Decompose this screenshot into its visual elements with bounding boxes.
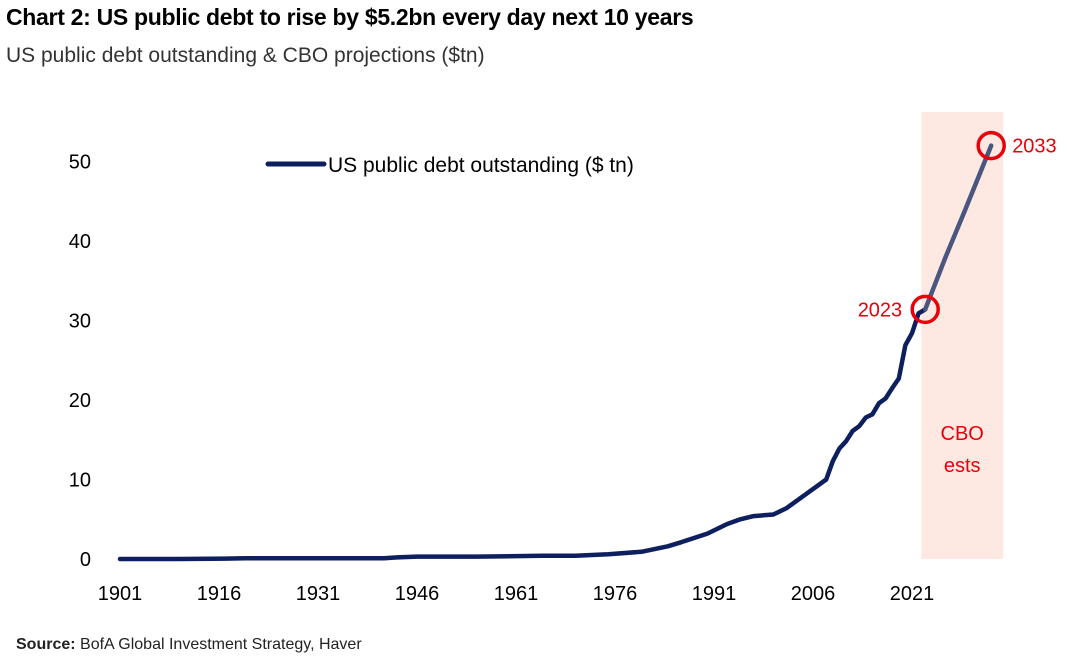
y-tick-label: 0 — [80, 549, 91, 571]
annotation-circle-2023 — [910, 294, 940, 325]
x-tick-label: 1901 — [98, 583, 143, 605]
y-tick-label: 40 — [69, 231, 91, 253]
chart-subtitle: US public debt outstanding & CBO project… — [6, 44, 485, 67]
source-text: BofA Global Investment Strategy, Haver — [80, 636, 362, 653]
cbo-projection-line — [922, 143, 994, 312]
cbo-region-label: CBO — [941, 423, 984, 445]
y-tick-label: 30 — [69, 311, 91, 333]
x-tick-label: 1916 — [197, 583, 242, 605]
source-note: Source: BofA Global Investment Strategy,… — [16, 636, 362, 654]
x-tick-label: 2006 — [791, 583, 836, 605]
y-tick-label: 50 — [69, 152, 91, 174]
cbo-region-label: ests — [944, 455, 981, 477]
y-tick-label: 10 — [69, 470, 91, 492]
x-tick-label: 1961 — [494, 583, 539, 605]
annotation-label-2033: 2033 — [1012, 136, 1056, 158]
x-tick-label: 1946 — [395, 583, 440, 605]
x-tick-label: 1991 — [692, 583, 737, 605]
x-tick-label: 1976 — [593, 583, 638, 605]
x-tick-label: 1931 — [296, 583, 341, 605]
annotation-circle-2033 — [976, 130, 1006, 161]
cbo-shaded-region — [921, 112, 1004, 559]
chart-title: Chart 2: US public debt to rise by $5.2b… — [6, 4, 694, 30]
x-tick-label: 2021 — [890, 583, 935, 605]
annotation-label-2023: 2023 — [858, 299, 903, 321]
legend-label: US public debt outstanding ($ tn) — [328, 154, 634, 177]
debt-line — [117, 307, 928, 562]
y-tick-label: 20 — [69, 390, 91, 412]
source-label: Source: — [16, 636, 76, 653]
